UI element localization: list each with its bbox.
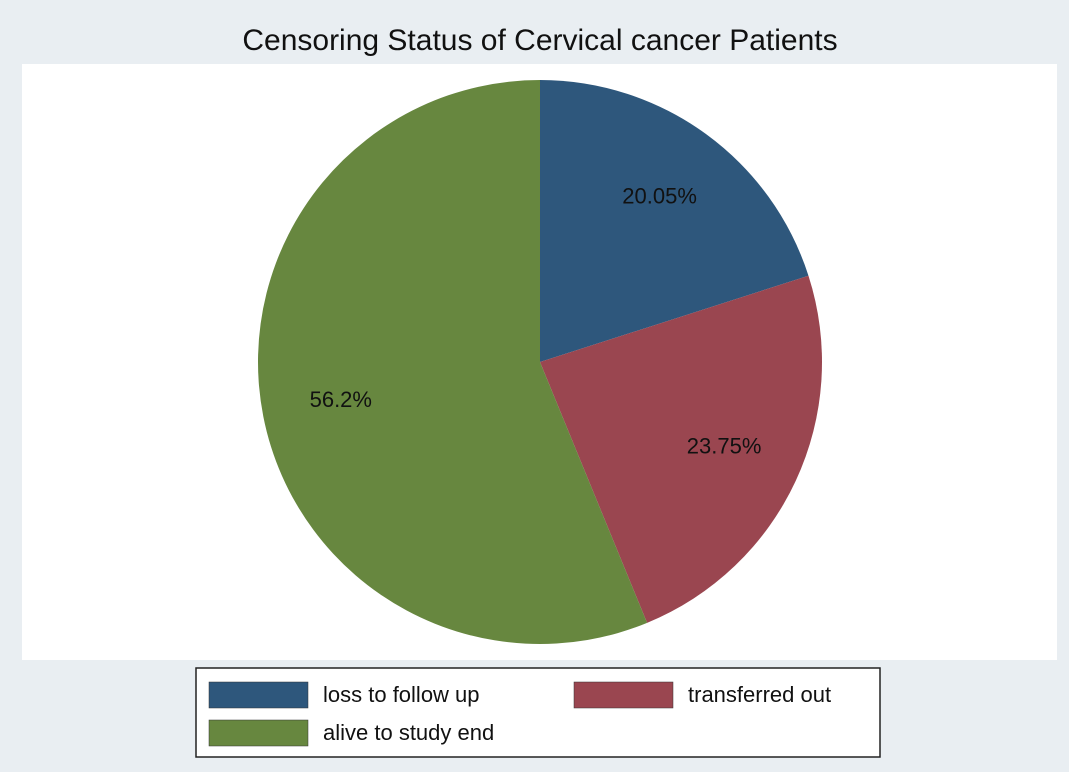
- legend-key: [208, 681, 309, 709]
- data-label: 23.75%: [687, 433, 762, 458]
- data-label: 20.05%: [622, 184, 697, 209]
- data-label: 56.2%: [310, 387, 372, 412]
- legend-key: [573, 681, 674, 709]
- legend-label: transferred out: [688, 682, 831, 707]
- legend: [195, 667, 881, 758]
- pie-slice: [540, 275, 822, 623]
- chart-title: Censoring Status of Cervical cancer Pati…: [242, 24, 837, 57]
- pie-slice: [257, 80, 648, 644]
- legend-label: alive to study end: [323, 720, 494, 745]
- legend-key: [208, 719, 309, 747]
- pie-slice: [540, 80, 809, 362]
- legend-label: loss to follow up: [323, 682, 480, 707]
